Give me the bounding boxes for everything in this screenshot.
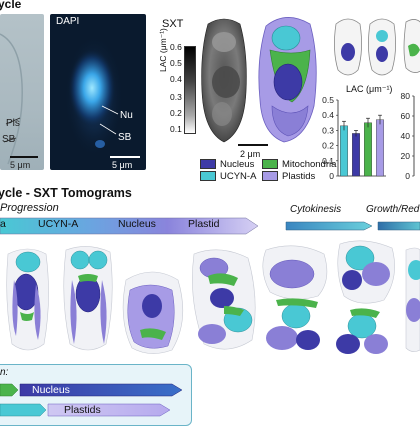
section-title: ycle - SXT Tomograms bbox=[0, 186, 132, 200]
bottom-legend-nucleus: Nucleus bbox=[32, 384, 70, 396]
tomogram-cell-7 bbox=[405, 247, 420, 352]
y-tick-label: 0.4 bbox=[322, 110, 334, 120]
y-tick-label: 0 bbox=[405, 171, 410, 180]
sxt-grayscale-slice bbox=[201, 18, 247, 143]
label-pls: Pls bbox=[6, 118, 20, 129]
scale-bar bbox=[110, 156, 140, 158]
bar bbox=[364, 122, 372, 177]
ucyna-swatch bbox=[200, 171, 216, 181]
nucleus-arrow bbox=[19, 383, 183, 397]
colorbar-tick: 0.5 bbox=[170, 58, 182, 68]
plastids-arrow bbox=[47, 403, 171, 417]
bottom-legend-title: n: bbox=[0, 367, 9, 378]
arrow-label-ucyna: UCYN-A bbox=[38, 218, 79, 230]
lac-chart-title: LAC (μm⁻¹) bbox=[346, 84, 393, 94]
bar bbox=[376, 119, 384, 177]
growth-arrow bbox=[377, 221, 420, 231]
y-tick-label: 40 bbox=[401, 131, 411, 141]
y-tick-label: 60 bbox=[401, 111, 411, 121]
sxt-scale-label: 2 μm bbox=[240, 149, 261, 159]
cell-stage-icons bbox=[334, 18, 420, 76]
tomogram-cell-1 bbox=[6, 248, 49, 351]
scale-label: 5 μm bbox=[10, 160, 31, 170]
progression-arrow bbox=[0, 217, 259, 235]
arrow-label-a: a bbox=[0, 218, 6, 230]
mito-mini-arrow bbox=[0, 383, 19, 397]
colorbar-tick: 0.3 bbox=[170, 92, 182, 102]
ucyna-mini-arrow bbox=[0, 403, 47, 417]
bottom-legend-plastids: Plastids bbox=[64, 404, 101, 416]
arrow-label-nucleus: Nucleus bbox=[118, 218, 156, 230]
y-tick-label: 0.5 bbox=[322, 96, 334, 105]
legend-item-plastids: Plastids bbox=[262, 170, 315, 182]
label-nu: Nu bbox=[120, 110, 133, 121]
dapi-fluorescence bbox=[64, 34, 124, 158]
dapi-title: DAPI bbox=[56, 16, 80, 27]
legend-item-mitochondria: Mitochondria bbox=[262, 158, 336, 170]
dapi-micrograph: DAPI Nu SB 5 μm bbox=[50, 14, 146, 170]
colorbar-tick: 0.1 bbox=[170, 124, 182, 134]
stage-growth: Growth/Red bbox=[366, 204, 420, 215]
tomogram-cell-2 bbox=[63, 246, 113, 351]
colorbar-tick: 0.6 bbox=[170, 42, 182, 52]
section-subtitle: Progression bbox=[0, 202, 59, 214]
legend-item-nucleus: Nucleus bbox=[200, 158, 262, 170]
volume-bar-chart: 80 60 40 20 0 bbox=[401, 91, 415, 180]
brightfield-micrograph: Pls SB 5 μm bbox=[0, 14, 44, 170]
colorbar-tick: 0.2 bbox=[170, 108, 182, 118]
organelle-legend: Nucleus Mitochondria UCYN-A Plastids bbox=[200, 158, 340, 182]
progression-arrows bbox=[0, 217, 420, 235]
cytokinesis-arrow bbox=[285, 221, 373, 231]
label-sb: SB bbox=[2, 134, 16, 145]
plastids-swatch bbox=[262, 171, 278, 181]
mitochondria-swatch bbox=[262, 159, 278, 169]
stage-cytokinesis: Cytokinesis bbox=[290, 204, 342, 215]
y-tick-label: 0.3 bbox=[322, 125, 334, 135]
lac-bar-chart: 0.5 0.4 0.3 0.2 0.1 0 bbox=[322, 96, 386, 181]
y-tick-label: 0.2 bbox=[322, 141, 334, 151]
nucleus-swatch bbox=[200, 159, 216, 169]
y-tick-label: 20 bbox=[401, 151, 411, 161]
label-sb: SB bbox=[118, 132, 132, 143]
y-tick-label: 0 bbox=[329, 171, 334, 181]
bar bbox=[340, 125, 348, 177]
bottom-legend-arrows bbox=[0, 383, 183, 417]
sxt-3d-render bbox=[258, 17, 317, 143]
tomogram-cell-4 bbox=[192, 249, 256, 350]
figure-header-title: ycle bbox=[0, 0, 22, 11]
y-tick-label: 0.1 bbox=[322, 156, 334, 166]
colorbar-tick: 0.4 bbox=[170, 74, 182, 84]
scale-label: 5 μm bbox=[112, 160, 133, 170]
lac-colorbar bbox=[184, 46, 196, 134]
tomogram-cell-6 bbox=[336, 240, 395, 354]
sxt-title: SXT bbox=[162, 18, 184, 30]
arrow-label-plastid: Plastid bbox=[188, 218, 220, 230]
legend-item-ucyna: UCYN-A bbox=[200, 170, 262, 182]
y-tick-label: 80 bbox=[401, 91, 411, 101]
colorbar-label: LAC (μm⁻¹) bbox=[158, 28, 168, 72]
tomogram-cell-5 bbox=[262, 245, 328, 350]
bar bbox=[352, 133, 360, 177]
tomogram-cell-3 bbox=[122, 271, 184, 354]
sxt-scale-bar bbox=[238, 144, 268, 146]
brightfield-cell-outline bbox=[0, 33, 23, 165]
scale-bar bbox=[10, 156, 38, 158]
tomogram-renders bbox=[6, 240, 420, 354]
